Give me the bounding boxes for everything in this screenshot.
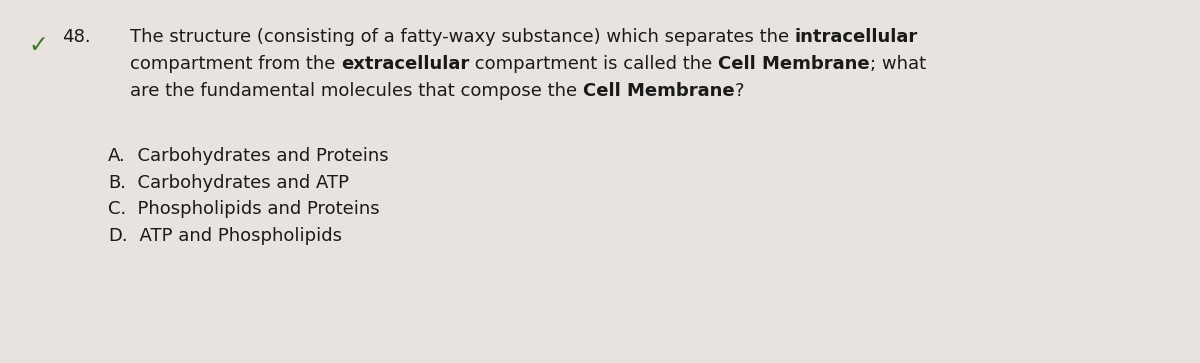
Text: D.: D. [108,227,127,245]
Text: Carbohydrates and Proteins: Carbohydrates and Proteins [126,147,389,165]
Text: ✓: ✓ [28,33,48,57]
Text: C.: C. [108,200,126,218]
Text: ATP and Phospholipids: ATP and Phospholipids [127,227,342,245]
Text: B.: B. [108,174,126,192]
Text: The structure (consisting of a fatty-waxy substance) which separates the: The structure (consisting of a fatty-wax… [130,28,794,46]
Text: compartment from the: compartment from the [130,55,341,73]
Text: compartment is called the: compartment is called the [469,55,719,73]
Text: Carbohydrates and ATP: Carbohydrates and ATP [126,174,349,192]
Text: extracellular: extracellular [341,55,469,73]
Text: ; what: ; what [870,55,926,73]
Text: are the fundamental molecules that compose the: are the fundamental molecules that compo… [130,82,583,100]
Text: A.: A. [108,147,126,165]
Text: Cell Membrane: Cell Membrane [719,55,870,73]
Text: 48.: 48. [62,28,91,46]
Text: Phospholipids and Proteins: Phospholipids and Proteins [126,200,380,218]
Text: Cell Membrane: Cell Membrane [583,82,734,100]
Text: intracellular: intracellular [794,28,918,46]
Text: ?: ? [734,82,744,100]
